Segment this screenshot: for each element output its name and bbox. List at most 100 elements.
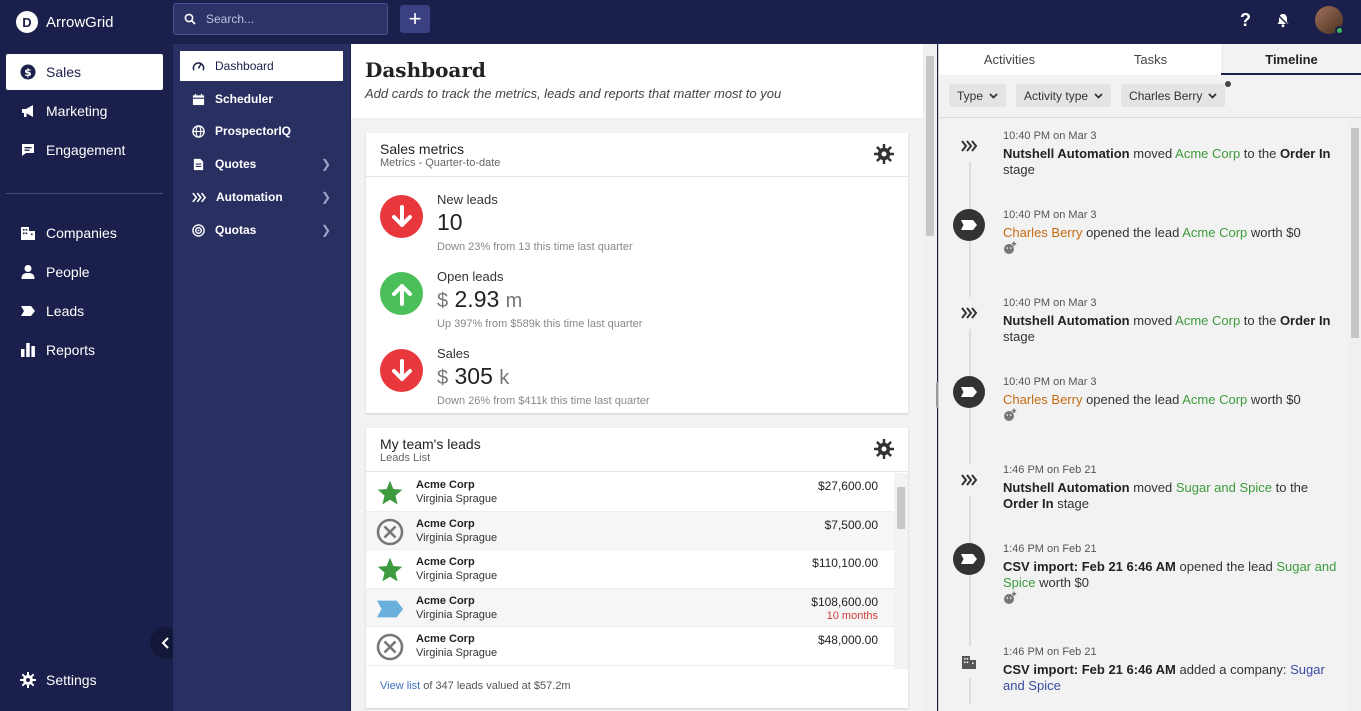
lead-row[interactable]: Acme Corp Virginia Sprague $27,600.00 xyxy=(366,473,894,512)
entry-target-link[interactable]: Acme Corp xyxy=(1175,146,1241,161)
nav-label: Reports xyxy=(46,342,96,358)
subnav-item-quotes[interactable]: Quotes ❯ xyxy=(180,149,343,179)
entry-target-link[interactable]: Acme Corp xyxy=(1175,313,1241,328)
entry-mid: to the xyxy=(1272,480,1309,495)
arrow-down-icon xyxy=(380,195,423,238)
nav-item-reports[interactable]: Reports xyxy=(6,332,163,368)
search-box[interactable] xyxy=(173,3,388,35)
timeline-scrollbar[interactable] xyxy=(1348,118,1361,711)
subnav-item-automation[interactable]: Automation ❯ xyxy=(180,182,343,212)
view-list-link[interactable]: View list xyxy=(380,680,421,692)
lead-amount: $48,000.00 xyxy=(817,633,878,648)
open-lead-tag-icon xyxy=(376,595,404,623)
page-subtitle: Add cards to track the metrics, leads an… xyxy=(365,86,782,101)
entry-target-link[interactable]: Acme Corp xyxy=(1182,392,1248,407)
metric-label: Sales xyxy=(437,346,470,361)
metric-note: Down 23% from 13 this time last quarter xyxy=(437,241,633,253)
card-title: My team's leads xyxy=(380,436,481,452)
entry-target-link[interactable]: Sugar and Spice xyxy=(1003,662,1325,693)
entry-tail: stage xyxy=(1053,496,1089,511)
lead-person: Virginia Sprague xyxy=(416,531,498,544)
tab-timeline[interactable]: Timeline xyxy=(1221,44,1361,75)
scroll-thumb[interactable] xyxy=(926,56,934,236)
app-logo[interactable]: D ArrowGrid xyxy=(16,11,114,33)
add-reaction-icon[interactable] xyxy=(1003,591,1017,610)
entry-text: Nutshell Automation moved Acme Corp to t… xyxy=(1003,146,1343,178)
entry-actor[interactable]: Nutshell Automation xyxy=(1003,480,1130,495)
entry-verb: moved xyxy=(1129,480,1176,495)
lead-row[interactable]: Acme Corp Virginia Sprague $110,100.00 xyxy=(366,550,894,589)
automation-chevrons-icon xyxy=(953,297,985,329)
metric-label: New leads xyxy=(437,192,498,207)
main-scrollbar[interactable] xyxy=(923,44,937,711)
leads-scrollbar[interactable] xyxy=(894,473,908,669)
entry-time: 1:46 PM on Feb 21 xyxy=(1003,646,1097,658)
nav-item-leads[interactable]: Leads xyxy=(6,293,163,329)
add-button[interactable]: + xyxy=(400,5,430,33)
nav-item-marketing[interactable]: Marketing xyxy=(6,93,163,129)
circle-x-icon xyxy=(376,633,404,661)
entry-actor[interactable]: Nutshell Automation xyxy=(1003,313,1130,328)
lead-row[interactable]: Acme Corp Virginia Sprague $108,600.00 1… xyxy=(366,588,894,628)
gear-icon[interactable] xyxy=(874,439,894,459)
filter-user[interactable]: Charles Berry xyxy=(1121,84,1226,107)
activity-panel: Activities Tasks Timeline Type Activity … xyxy=(938,44,1361,711)
scroll-thumb[interactable] xyxy=(897,487,905,529)
tab-tasks[interactable]: Tasks xyxy=(1133,52,1168,67)
add-reaction-icon[interactable] xyxy=(1003,241,1017,260)
lead-row[interactable]: Acme Corp Virginia Sprague $7,500.00 xyxy=(366,511,894,551)
nav-label: Marketing xyxy=(46,103,108,119)
nav-item-people[interactable]: People xyxy=(6,254,163,290)
subnav-item-scheduler[interactable]: Scheduler xyxy=(180,84,343,114)
building-icon xyxy=(953,646,985,678)
entry-target-link[interactable]: Acme Corp xyxy=(1182,225,1248,240)
subnav-item-quotas[interactable]: Quotas ❯ xyxy=(180,215,343,245)
calendar-icon xyxy=(192,93,205,105)
filter-label: Activity type xyxy=(1024,88,1089,103)
metric-value-number: 10 xyxy=(437,209,463,235)
entry-target-link[interactable]: Sugar and Spice xyxy=(1175,480,1272,495)
filter-type[interactable]: Type xyxy=(949,84,1007,107)
nav-label: People xyxy=(46,264,90,280)
entry-target-link[interactable]: Sugar and Spice xyxy=(1003,559,1337,590)
entry-text: Nutshell Automation moved Sugar and Spic… xyxy=(1003,480,1343,512)
search-input[interactable] xyxy=(206,12,366,26)
subnav-item-dashboard[interactable]: Dashboard xyxy=(180,51,343,81)
add-reaction-icon[interactable] xyxy=(1003,408,1017,427)
entry-actor[interactable]: Charles Berry xyxy=(1003,225,1083,240)
entry-tail: worth $0 xyxy=(1247,225,1301,240)
nav-item-settings[interactable]: Settings xyxy=(6,662,163,698)
chevron-right-icon: ❯ xyxy=(320,157,331,171)
entry-verb: opened the lead xyxy=(1175,559,1277,574)
entry-time: 1:46 PM on Feb 21 xyxy=(1003,543,1097,555)
chevron-right-icon: ❯ xyxy=(320,223,331,237)
lead-person: Virginia Sprague xyxy=(416,570,498,583)
lead-row[interactable]: Acme Corp Virginia Sprague $48,000.00 xyxy=(366,627,894,666)
scroll-thumb[interactable] xyxy=(1351,128,1359,338)
nav-item-companies[interactable]: Companies xyxy=(6,215,163,251)
star-icon xyxy=(376,556,404,584)
entry-actor[interactable]: CSV import: Feb 21 6:46 AM xyxy=(1003,662,1176,677)
help-icon[interactable]: ? xyxy=(1240,9,1251,30)
primary-nav: $ Sales Marketing Engagement Companies P… xyxy=(0,44,182,711)
entry-actor[interactable]: CSV import: Feb 21 6:46 AM xyxy=(1003,559,1176,574)
arrow-up-icon xyxy=(380,272,423,315)
filter-label: Type xyxy=(957,88,984,103)
top-bar: D ArrowGrid + ? xyxy=(0,0,1361,44)
entry-actor[interactable]: Charles Berry xyxy=(1003,392,1083,407)
lead-company: Acme Corp xyxy=(416,517,475,530)
tab-activities[interactable]: Activities xyxy=(983,52,1036,67)
gear-icon xyxy=(20,672,36,688)
entry-stage: Order In xyxy=(1003,496,1054,511)
gear-icon[interactable] xyxy=(874,144,894,164)
user-avatar[interactable] xyxy=(1315,6,1344,35)
entry-actor[interactable]: Nutshell Automation xyxy=(1003,146,1130,161)
subnav-item-prospectoriq[interactable]: ProspectorIQ xyxy=(180,116,343,146)
lead-person: Virginia Sprague xyxy=(416,608,498,621)
lead-person: Virginia Sprague xyxy=(416,493,498,505)
nav-item-engagement[interactable]: Engagement xyxy=(6,132,163,168)
filter-activity-type[interactable]: Activity type xyxy=(1016,84,1112,107)
filter-label: Charles Berry xyxy=(1129,88,1203,103)
nav-item-sales[interactable]: $ Sales xyxy=(6,54,163,90)
notification-bell-icon[interactable] xyxy=(1275,12,1291,28)
